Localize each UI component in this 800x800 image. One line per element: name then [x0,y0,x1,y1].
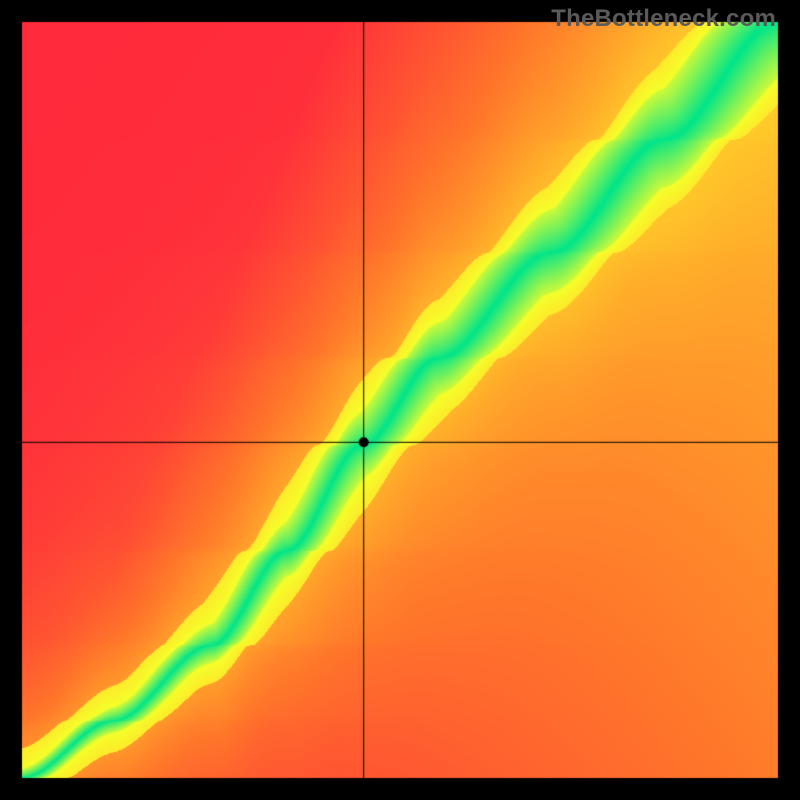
bottleneck-heatmap [0,0,800,800]
watermark-text: TheBottleneck.com [551,5,776,33]
chart-wrapper: TheBottleneck.com [0,0,800,800]
